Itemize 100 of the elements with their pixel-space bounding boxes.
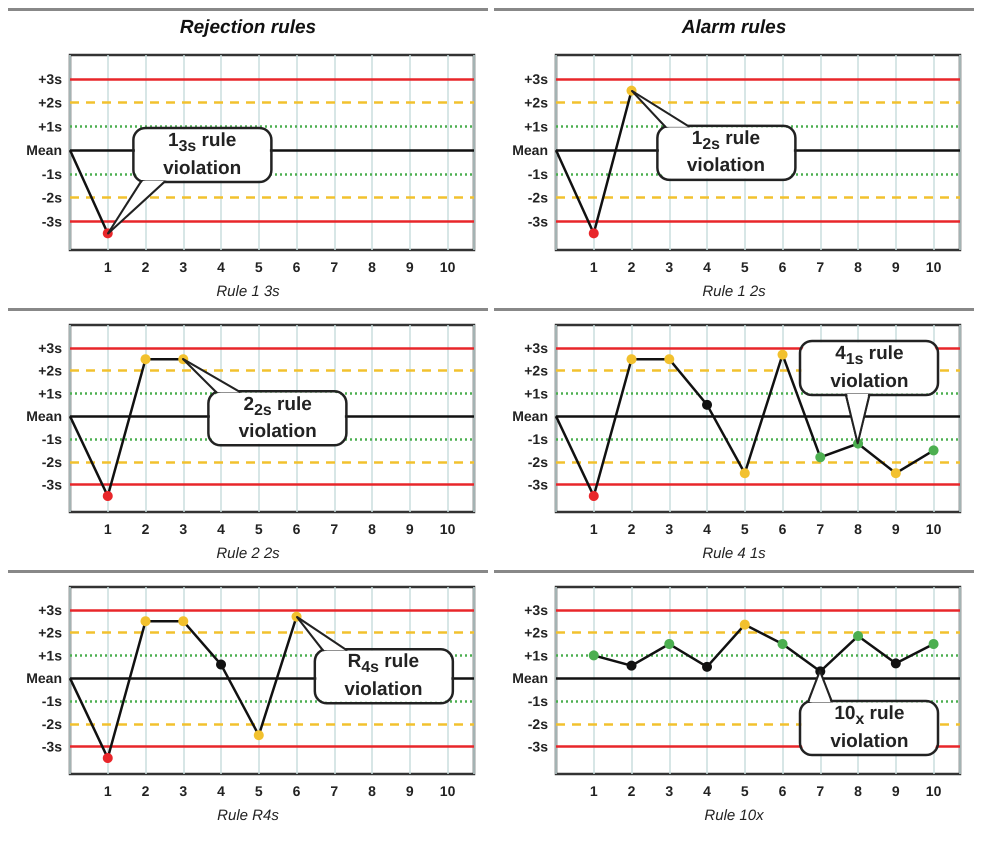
x-tick-label: 10 [926, 783, 942, 799]
y-tick-label: -2s [42, 716, 62, 732]
y-tick-label: -1s [42, 693, 62, 710]
text: Rule 1 2s [702, 283, 766, 300]
text: Rule 2 2s [216, 545, 280, 562]
y-tick-label: +3s [524, 70, 548, 87]
y-tick-label: -3s [42, 738, 62, 755]
chart-subtitle: Rejection rules [180, 17, 316, 38]
y-tick-label: -3s [528, 738, 548, 755]
y-tick-label: Mean [26, 670, 62, 686]
x-tick-label: 4 [703, 783, 712, 799]
x-tick-label: 1 [590, 521, 598, 537]
x-tick-label: 3 [179, 521, 188, 537]
x-tick-label: 9 [406, 521, 414, 537]
x-tick-label: 4 [703, 521, 712, 537]
y-tick-label: -1s [528, 431, 548, 448]
y-tick-label: +3s [524, 340, 548, 356]
x-tick-label: 5 [254, 259, 263, 275]
x-tick-label: 7 [330, 521, 338, 537]
y-tick-label: Mean [512, 408, 548, 424]
x-tick-label: 3 [665, 783, 674, 799]
y-tick-label: +1s [38, 385, 62, 402]
x-tick-label: 6 [778, 783, 787, 799]
y-tick-label: -2s [42, 454, 62, 470]
text: Rule R4s [217, 807, 280, 824]
y-tick-label: Mean [26, 408, 62, 424]
y-tick-label: -3s [42, 476, 62, 493]
x-tick-label: 6 [292, 259, 301, 275]
y-tick-label: +2s [38, 362, 62, 379]
x-tick-label: 4 [217, 783, 226, 799]
annotation: 4$_{1s}$ rule violation [800, 343, 938, 394]
y-tick-label: -2s [528, 454, 548, 470]
y-tick-label: +2s [524, 624, 548, 641]
x-tick-label: 10 [440, 783, 456, 799]
x-tick-label: 1 [590, 783, 598, 799]
x-tick-label: 3 [665, 521, 674, 537]
x-tick-label: 5 [740, 521, 749, 537]
y-tick-label: +3s [524, 602, 548, 618]
y-tick-label: -2s [528, 716, 548, 732]
y-tick-label: +3s [38, 340, 62, 356]
x-tick-label: 7 [816, 259, 824, 275]
y-tick-label: -3s [528, 476, 548, 493]
chart-subtitle: Alarm rules [680, 17, 786, 38]
y-tick-label: -1s [528, 166, 548, 182]
x-tick-label: 2 [142, 259, 150, 275]
y-tick-label: -1s [42, 431, 62, 448]
x-tick-label: 9 [892, 521, 900, 537]
y-tick-label: +1s [524, 118, 548, 134]
annotation: 1$_{2s}$ rule violation [656, 128, 795, 178]
x-tick-label: 8 [368, 783, 376, 799]
x-tick-label: 3 [665, 259, 674, 275]
x-tick-label: 1 [104, 259, 112, 275]
x-tick-label: 7 [816, 783, 824, 799]
y-tick-label: +3s [38, 602, 62, 618]
y-tick-label: +2s [524, 362, 548, 379]
x-tick-label: 7 [816, 521, 824, 537]
x-tick-label: 9 [892, 259, 900, 275]
y-tick-label: -3s [42, 213, 62, 230]
x-tick-label: 1 [590, 259, 598, 275]
x-tick-label: 6 [778, 259, 787, 275]
x-tick-label: 8 [854, 521, 862, 537]
x-tick-label: 4 [703, 259, 712, 275]
x-tick-label: 3 [179, 259, 188, 275]
y-tick-label: +1s [524, 385, 548, 402]
y-tick-label: +2s [38, 624, 62, 641]
x-tick-label: 5 [254, 521, 263, 537]
x-tick-label: 2 [628, 521, 636, 537]
y-tick-label: +2s [524, 94, 548, 111]
x-tick-label: 9 [406, 783, 414, 799]
x-tick-label: 8 [854, 259, 862, 275]
x-tick-label: 1 [104, 521, 112, 537]
annotation: 1$_{3s}$ rule violation [133, 130, 272, 180]
x-tick-label: 8 [854, 783, 862, 799]
annotation: 10$_{x}$ rule violation [800, 703, 938, 754]
y-tick-label: +3s [38, 70, 62, 87]
x-tick-label: 3 [179, 783, 188, 799]
x-tick-label: 10 [440, 259, 456, 275]
x-tick-label: 4 [217, 521, 226, 537]
x-tick-label: 2 [628, 783, 636, 799]
x-tick-label: 10 [926, 259, 942, 275]
y-tick-label: +1s [38, 118, 62, 134]
x-tick-label: 7 [330, 259, 338, 275]
y-tick-label: +1s [524, 647, 548, 664]
x-tick-label: 7 [330, 783, 338, 799]
x-tick-label: 6 [292, 521, 301, 537]
x-tick-label: 2 [142, 783, 150, 799]
x-tick-label: 10 [440, 521, 456, 537]
y-tick-label: Mean [26, 142, 62, 158]
y-tick-label: -2s [528, 190, 548, 206]
y-tick-label: -3s [528, 213, 548, 230]
x-tick-label: 8 [368, 521, 376, 537]
text: Rule 1 3s [216, 283, 280, 300]
x-tick-label: 6 [292, 783, 301, 799]
x-tick-label: 2 [142, 521, 150, 537]
y-tick-label: -2s [42, 190, 62, 206]
x-tick-label: 9 [406, 259, 414, 275]
x-tick-label: 10 [926, 521, 942, 537]
y-tick-label: +1s [38, 647, 62, 664]
x-tick-label: 5 [254, 783, 263, 799]
y-tick-label: +2s [38, 94, 62, 111]
